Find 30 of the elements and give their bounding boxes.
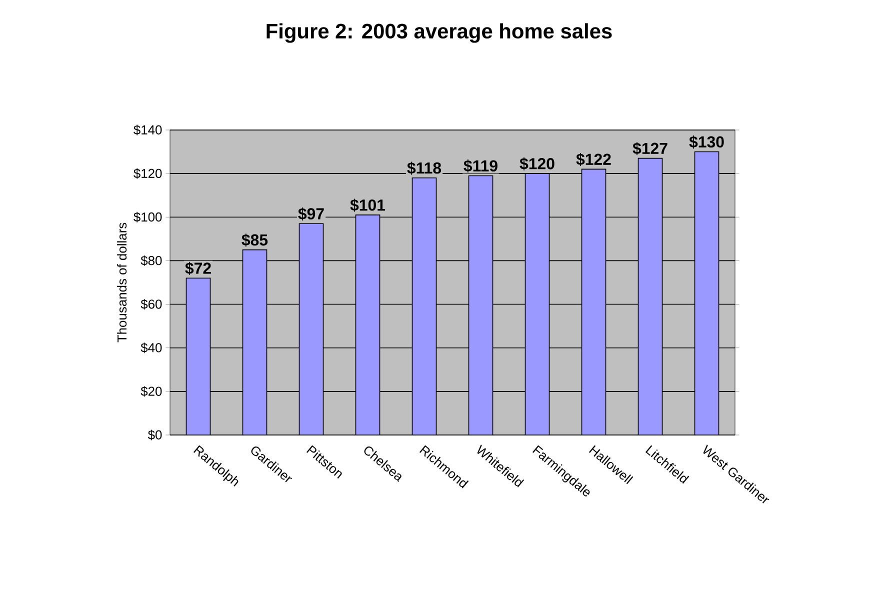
data-label: $72 xyxy=(185,262,211,275)
y-axis-title: Thousands of dollars xyxy=(117,222,127,342)
bar xyxy=(638,158,663,435)
data-label: $85 xyxy=(242,234,268,247)
y-tick-label: $20 xyxy=(140,386,162,397)
bar xyxy=(581,168,606,435)
bar xyxy=(694,151,720,435)
data-label: $122 xyxy=(576,152,611,166)
data-label: $130 xyxy=(689,136,724,149)
bar xyxy=(186,278,211,435)
bar xyxy=(298,223,324,435)
data-label: $120 xyxy=(520,157,554,170)
bar xyxy=(355,214,380,435)
y-tick-label: $0 xyxy=(148,430,162,440)
bar xyxy=(412,178,437,435)
y-tick-label: $40 xyxy=(140,342,162,354)
data-label: $127 xyxy=(632,142,668,156)
bar xyxy=(524,173,550,435)
data-label: $118 xyxy=(407,162,442,175)
bar xyxy=(468,175,494,435)
data-label: $101 xyxy=(350,198,386,212)
y-tick-label: $80 xyxy=(140,255,162,266)
y-tick-label: $120 xyxy=(134,168,162,179)
y-tick-label: $140 xyxy=(134,124,162,136)
data-label: $97 xyxy=(298,207,324,220)
bar xyxy=(242,249,268,435)
data-label: $119 xyxy=(464,160,498,173)
y-tick-label: $60 xyxy=(140,299,162,310)
chart-title: Figure 2: 2003 average home sales xyxy=(266,23,612,43)
y-tick-label: $100 xyxy=(134,212,162,222)
